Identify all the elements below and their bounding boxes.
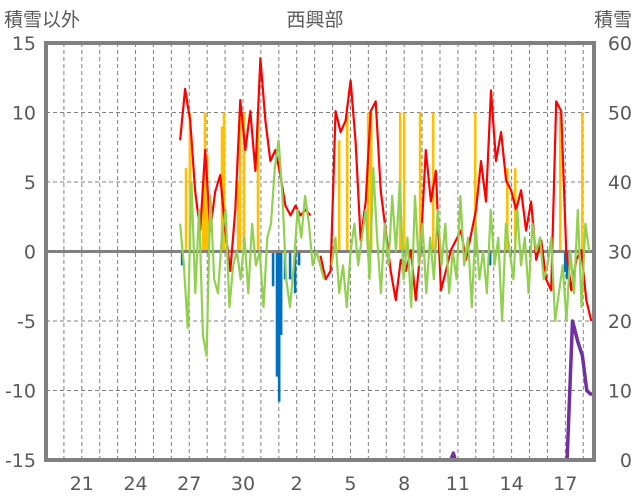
orange-bar [201,182,205,252]
orange-bar [238,112,242,252]
red-line [179,57,593,322]
left-tick-label: -5 [17,311,36,333]
blue-bar [297,251,301,266]
x-tick-label: 2 [291,473,303,495]
orange-bar [345,112,349,252]
blue-bar [277,251,281,402]
orange-bar [188,112,192,252]
x-tick-label: 24 [123,473,147,495]
x-tick-label: 30 [231,473,255,495]
orange-bar [369,112,373,252]
orange-bar [418,112,422,252]
left-tick-label: 0 [24,242,36,264]
x-tick-label: 5 [344,473,356,495]
left-tick-label: 5 [24,172,36,194]
left-tick-label: -15 [5,450,36,472]
right-tick-label: 30 [608,242,632,264]
x-tick-label: 27 [177,473,201,495]
purple-line [200,319,594,462]
blue-bar [563,251,567,273]
orange-bar [256,112,260,252]
orange-bar [559,112,562,252]
orange-bar [581,112,584,252]
orange-bar [337,140,341,252]
blue-bar [288,251,292,280]
orange-bar [366,112,370,252]
blue-bar [275,251,279,377]
plot-frame [44,41,596,462]
green-line [179,139,591,357]
orange-bar [242,112,246,252]
x-tick-label: 8 [398,473,410,495]
orange-bar [473,112,477,252]
x-tick-label: 11 [446,473,470,495]
x-tick-label: 21 [70,473,94,495]
right-axis-title: 積雪 [594,9,632,31]
left-tick-label: 15 [12,33,36,55]
right-tick-label: 0 [620,450,632,472]
orange-bar [506,168,509,252]
gridlines [46,43,594,460]
orange-bar [203,112,207,252]
right-tick-label: 20 [608,311,632,333]
blue-bar [271,251,275,287]
series-lines [179,57,594,462]
x-tick-label: 17 [553,473,577,495]
orange-bar [184,168,188,252]
orange-bar [205,154,209,252]
left-tick-label: -10 [5,381,36,403]
blue-bar [488,251,492,266]
right-tick-label: 60 [608,33,632,55]
orange-bar [402,112,406,252]
left-tick-label: 10 [12,103,36,125]
right-tick-label: 40 [608,172,632,194]
orange-bar [236,182,240,252]
x-tick-label: 14 [500,473,524,495]
blue-bar [293,251,297,294]
right-tick-label: 50 [608,103,632,125]
chart-title: 西興部 [286,9,343,31]
left-axis-title: 積雪以外 [4,9,80,31]
blue-bar [279,251,283,335]
orange-bar [222,112,226,252]
blue-bar [180,251,184,266]
right-tick-label: 10 [608,381,632,403]
